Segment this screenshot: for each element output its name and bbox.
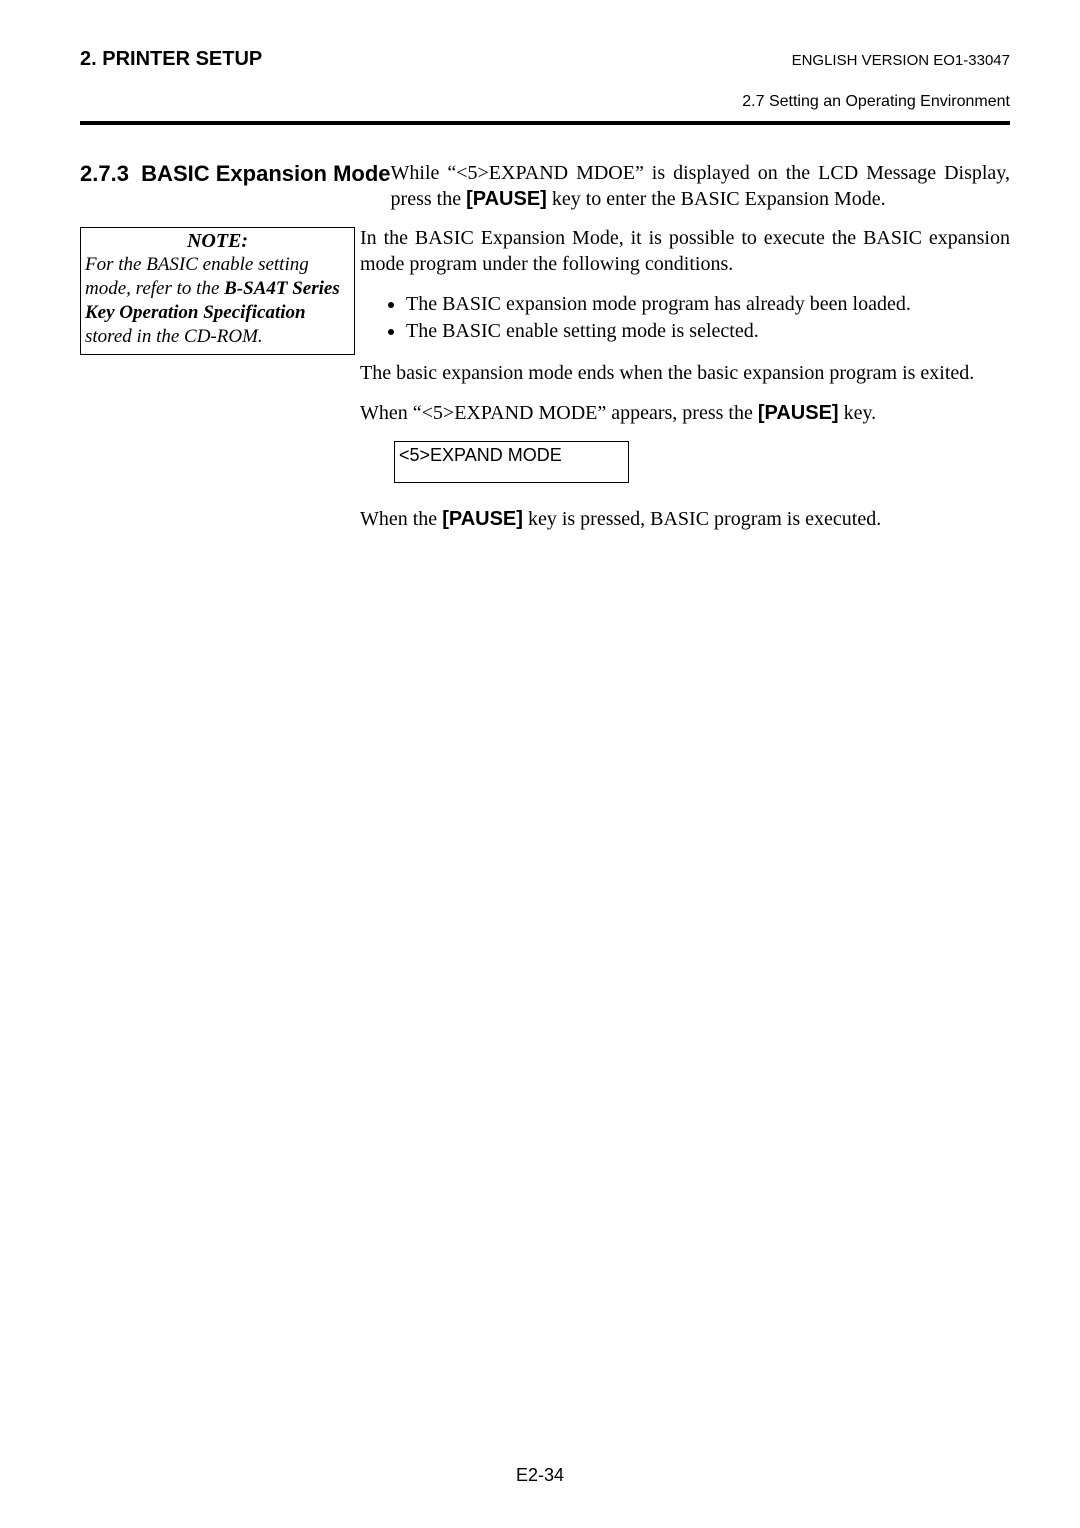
p4-key: [PAUSE] xyxy=(758,402,839,424)
conditions-list: The BASIC expansion mode program has alr… xyxy=(384,291,1010,345)
section-heading: 2.7.3 BASIC Expansion Mode xyxy=(80,161,391,187)
header-subsection: 2.7 Setting an Operating Environment xyxy=(80,93,1010,111)
header-version: ENGLISH VERSION EO1-33047 xyxy=(792,52,1010,69)
header-rule xyxy=(80,121,1010,125)
paragraph-2: In the BASIC Expansion Mode, it is possi… xyxy=(360,226,1010,277)
main-column: While “<5>EXPAND MDOE” is displayed on t… xyxy=(360,161,1010,532)
p4-text-a: When “<5>EXPAND MODE” appears, press the xyxy=(360,402,758,424)
page-header: 2. PRINTER SETUP ENGLISH VERSION EO1-330… xyxy=(80,48,1010,71)
paragraph-4: When “<5>EXPAND MODE” appears, press the… xyxy=(360,401,1010,427)
paragraph-5: When the [PAUSE] key is pressed, BASIC p… xyxy=(360,507,1010,533)
note-title: NOTE: xyxy=(81,228,354,253)
p5-key: [PAUSE] xyxy=(442,508,523,530)
p5-text-b: key is pressed, BASIC program is execute… xyxy=(523,508,881,530)
list-item: The BASIC enable setting mode is selecte… xyxy=(406,318,1010,345)
note-box: NOTE: For the BASIC enable setting mode,… xyxy=(80,227,355,355)
paragraph-3: The basic expansion mode ends when the b… xyxy=(360,361,1010,387)
p5-text-a: When the xyxy=(360,508,442,530)
p4-text-b: key. xyxy=(839,402,877,424)
section-number: 2.7.3 xyxy=(80,161,129,186)
p1-key: [PAUSE] xyxy=(466,188,547,210)
paragraph-1: While “<5>EXPAND MDOE” is displayed on t… xyxy=(360,161,1010,212)
lcd-display-box: <5>EXPAND MODE xyxy=(394,441,629,483)
page: 2. PRINTER SETUP ENGLISH VERSION EO1-330… xyxy=(0,0,1080,1528)
list-item: The BASIC expansion mode program has alr… xyxy=(406,291,1010,318)
content-area: 2.7.3 BASIC Expansion Mode NOTE: For the… xyxy=(80,161,1010,546)
header-chapter: 2. PRINTER SETUP xyxy=(80,48,262,71)
section-title: BASIC Expansion Mode xyxy=(141,161,390,186)
note-body: For the BASIC enable setting mode, refer… xyxy=(81,253,354,354)
page-number: E2-34 xyxy=(0,1465,1080,1486)
note-text-2: stored in the CD-ROM. xyxy=(85,326,263,347)
p1-text-b: key to enter the BASIC Expansion Mode. xyxy=(547,188,886,210)
